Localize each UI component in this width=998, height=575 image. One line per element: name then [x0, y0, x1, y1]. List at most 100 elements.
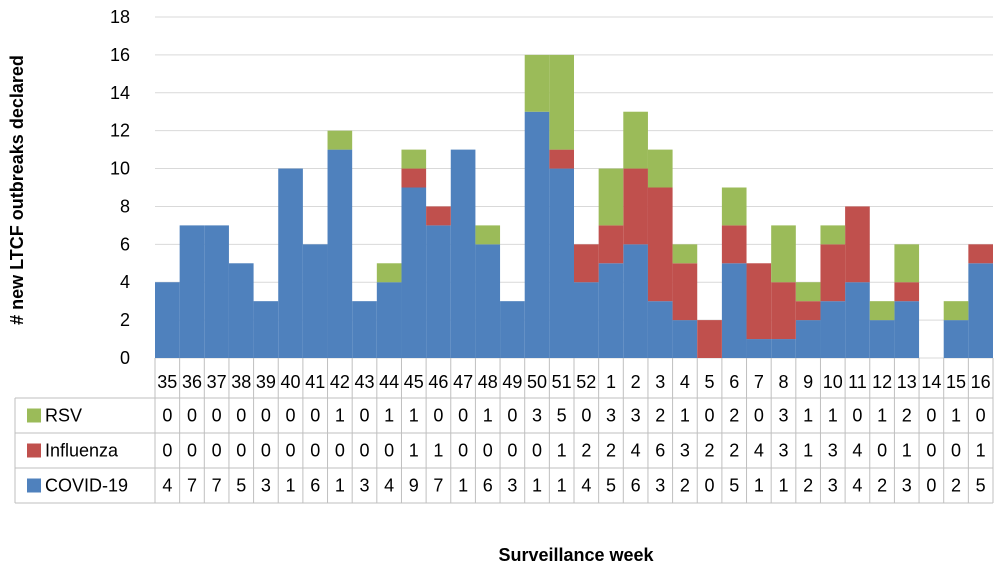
legend-key-covid-19: [27, 478, 41, 493]
table-cell: 1: [409, 441, 419, 461]
table-cell: 2: [803, 476, 813, 496]
bar-covid-19-week-16: [968, 263, 993, 358]
bar-covid-19-week-6: [721, 263, 747, 358]
bar-covid-19-week-36: [179, 225, 205, 358]
table-cell: 0: [458, 441, 468, 461]
x-tick-label: 1: [606, 372, 616, 392]
table-cell: 0: [359, 406, 369, 426]
bar-covid-19-week-7: [746, 339, 772, 358]
bar-covid-19-week-15: [943, 320, 969, 358]
table-cell: 7: [433, 476, 443, 496]
table-cell: 1: [680, 406, 690, 426]
y-axis-label: # new LTCF outbreaks declared: [7, 55, 27, 325]
table-cell: 4: [852, 476, 862, 496]
x-tick-label: 51: [552, 372, 572, 392]
table-cell: 0: [236, 441, 246, 461]
table-cell: 5: [557, 406, 567, 426]
x-tick-label: 46: [428, 372, 448, 392]
table-cell: 0: [310, 441, 320, 461]
bar-covid-19-week-40: [278, 168, 303, 358]
table-cell: 3: [606, 406, 616, 426]
table-cell: 4: [162, 476, 172, 496]
bar-rsv-week-3: [647, 149, 673, 188]
bar-covid-19-week-52: [574, 282, 599, 358]
table-cell: 2: [877, 476, 887, 496]
bar-covid-19-week-12: [869, 320, 895, 358]
bar-covid-19-week-43: [352, 301, 377, 358]
y-tick-label: 16: [110, 45, 130, 65]
table-cell: 3: [778, 441, 788, 461]
table-cell: 3: [532, 406, 542, 426]
table-cell: 0: [212, 406, 222, 426]
table-cell: 4: [384, 476, 394, 496]
bar-rsv-week-1: [598, 168, 624, 226]
bar-covid-19-week-4: [672, 320, 698, 358]
bar-influenza-week-10: [820, 244, 846, 302]
bar-influenza-week-4: [672, 263, 698, 321]
table-cell: 0: [384, 441, 394, 461]
x-tick-label: 35: [157, 372, 177, 392]
table-row-label: RSV: [45, 406, 82, 426]
table-cell: 1: [557, 441, 567, 461]
table-cell: 5: [729, 476, 739, 496]
bar-influenza-week-13: [894, 282, 920, 302]
table-cell: 4: [581, 476, 591, 496]
table-cell: 0: [507, 441, 517, 461]
x-tick-label: 2: [631, 372, 641, 392]
table-cell: 1: [335, 406, 345, 426]
bar-covid-19-week-38: [228, 263, 254, 358]
table-cell: 0: [261, 406, 271, 426]
table-cell: 0: [310, 406, 320, 426]
bar-influenza-week-46: [426, 206, 451, 226]
table-cell: 1: [409, 406, 419, 426]
table-cell: 2: [705, 441, 715, 461]
x-tick-label: 9: [803, 372, 813, 392]
y-tick-label: 0: [120, 348, 130, 368]
x-tick-label: 52: [576, 372, 596, 392]
table-cell: 6: [310, 476, 320, 496]
table-cell: 1: [286, 476, 296, 496]
table-cell: 0: [951, 441, 961, 461]
x-tick-label: 11: [848, 372, 867, 392]
bar-covid-19-week-47: [450, 149, 476, 358]
table-cell: 5: [236, 476, 246, 496]
bar-rsv-week-12: [869, 301, 895, 321]
table-cell: 7: [212, 476, 222, 496]
bar-covid-19-week-48: [475, 244, 501, 358]
x-tick-label: 40: [281, 372, 301, 392]
x-tick-label: 48: [478, 372, 498, 392]
bar-covid-19-week-37: [204, 225, 229, 358]
table-cell: 5: [606, 476, 616, 496]
table-cell: 0: [433, 406, 443, 426]
table-cell: 1: [754, 476, 764, 496]
x-tick-label: 3: [655, 372, 665, 392]
table-cell: 0: [187, 441, 197, 461]
y-tick-label: 2: [120, 310, 130, 330]
table-cell: 0: [359, 441, 369, 461]
y-tick-labels: 0 2 4 6 8 10 12 14 16 18: [110, 7, 130, 368]
table-cell: 4: [852, 441, 862, 461]
table-cell: 3: [680, 441, 690, 461]
bar-influenza-week-7: [746, 263, 772, 340]
table-cell: 3: [902, 476, 912, 496]
bar-rsv-week-44: [376, 263, 402, 283]
x-tick-label: 42: [330, 372, 350, 392]
bar-influenza-week-5: [697, 320, 722, 358]
x-tick-label: 8: [778, 372, 788, 392]
table-cell: 2: [581, 441, 591, 461]
bars: [155, 54, 993, 358]
table-row-label: COVID-19: [45, 476, 128, 496]
bar-influenza-week-11: [845, 206, 870, 283]
x-tick-label: 16: [971, 372, 991, 392]
table-cell: 0: [532, 441, 542, 461]
table-cell: 2: [729, 406, 739, 426]
bar-covid-19-week-35: [155, 282, 180, 358]
table-cell: 0: [286, 441, 296, 461]
table-cell: 1: [532, 476, 542, 496]
bar-influenza-week-8: [771, 282, 796, 340]
bar-covid-19-week-44: [376, 282, 402, 358]
bar-covid-19-week-41: [302, 244, 328, 358]
x-axis-label: Surveillance week: [498, 545, 654, 565]
y-tick-label: 12: [110, 121, 130, 141]
table-cell: 0: [705, 476, 715, 496]
